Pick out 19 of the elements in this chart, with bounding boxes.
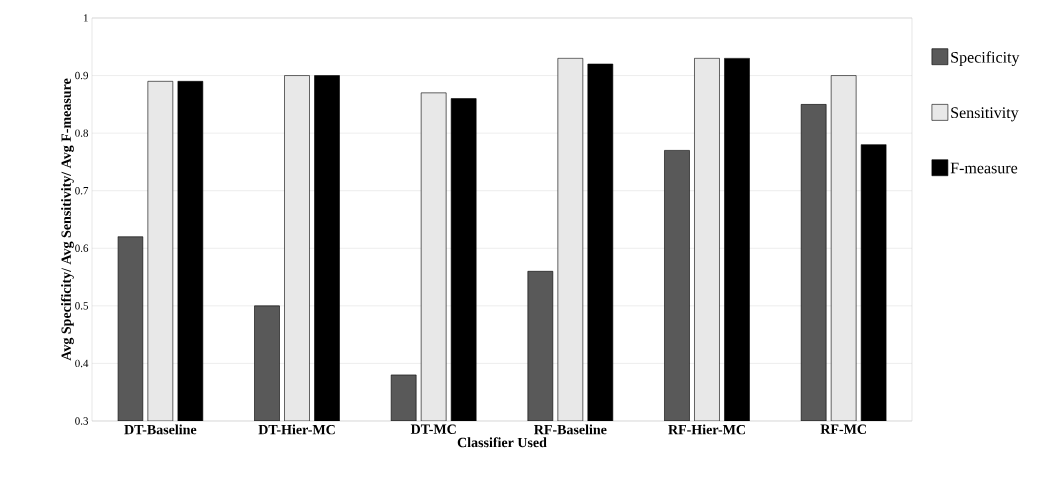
legend-label: Specificity: [951, 51, 1020, 67]
legend-label: Sensitivity: [951, 107, 1019, 122]
y-tick-label: 0.4: [75, 359, 89, 368]
y-tick-label: 0.3: [75, 417, 89, 425]
y-tick-label: 0.5: [75, 302, 89, 310]
y-tick-label: 0.9: [75, 71, 89, 80]
x-axis-title: Classifier Used: [457, 437, 547, 448]
x-tick-label: RF-MC: [820, 424, 866, 434]
x-tick-label: RF-Hier-MC: [668, 424, 745, 435]
x-tick-label: DT-Baseline: [124, 424, 197, 435]
y-tick-label: 0.6: [75, 244, 89, 253]
y-tick-label: 1: [83, 14, 88, 22]
legend-label: F-measure: [950, 162, 1018, 174]
y-tick-label: 0.8: [75, 129, 89, 137]
x-tick-label: DT-MC: [410, 424, 456, 434]
y-tick-label: 0.7: [75, 186, 89, 195]
x-tick-label: DT-Hier-MC: [258, 424, 335, 435]
y-axis-title: Avg Specificity/ Avg Sensitivity/ Avg F-measure: [60, 78, 74, 361]
x-tick-label: RF-Baseline: [534, 424, 607, 435]
